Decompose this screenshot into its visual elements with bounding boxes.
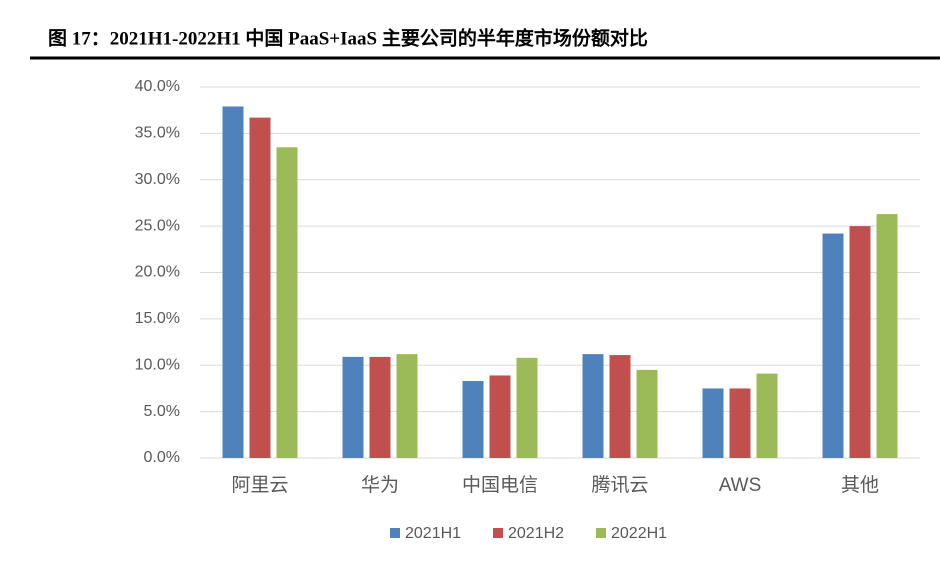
y-tick-label: 0.0% <box>144 449 180 466</box>
bar <box>822 233 844 458</box>
bar <box>222 106 244 458</box>
y-tick-label: 40.0% <box>135 78 180 95</box>
y-tick-label: 30.0% <box>135 171 180 188</box>
bar <box>342 356 364 458</box>
bar <box>396 354 418 458</box>
legend-label: 2021H2 <box>508 525 564 542</box>
bar <box>582 354 604 458</box>
legend-swatch <box>596 528 606 538</box>
bar <box>729 388 751 458</box>
bar <box>876 214 898 458</box>
bar <box>489 375 511 458</box>
bar <box>369 356 391 458</box>
bar <box>609 355 631 458</box>
y-tick-label: 15.0% <box>135 310 180 327</box>
x-tick-label: 腾讯云 <box>591 474 648 496</box>
legend-label: 2022H1 <box>611 525 667 542</box>
bar <box>756 373 778 458</box>
x-tick-label: 中国电信 <box>462 474 538 496</box>
bar <box>516 357 538 458</box>
bar <box>276 147 298 458</box>
bar <box>249 117 271 459</box>
x-tick-label: 华为 <box>361 474 399 496</box>
x-tick-label: 其他 <box>841 474 879 496</box>
bar <box>636 369 658 458</box>
legend-label: 2021H1 <box>405 525 461 542</box>
y-tick-label: 5.0% <box>144 403 180 420</box>
bar <box>849 226 871 458</box>
legend-swatch <box>390 528 400 538</box>
y-tick-label: 20.0% <box>135 264 180 281</box>
x-tick-label: 阿里云 <box>231 474 288 496</box>
y-tick-label: 35.0% <box>135 125 180 142</box>
bar <box>462 381 484 458</box>
x-tick-label: AWS <box>719 475 762 496</box>
legend-swatch <box>493 528 503 538</box>
y-tick-label: 25.0% <box>135 217 180 234</box>
y-tick-label: 10.0% <box>135 356 180 373</box>
chart-title: 图 17：2021H1-2022H1 中国 PaaS+IaaS 主要公司的半年度… <box>48 26 648 49</box>
bar <box>702 388 724 458</box>
